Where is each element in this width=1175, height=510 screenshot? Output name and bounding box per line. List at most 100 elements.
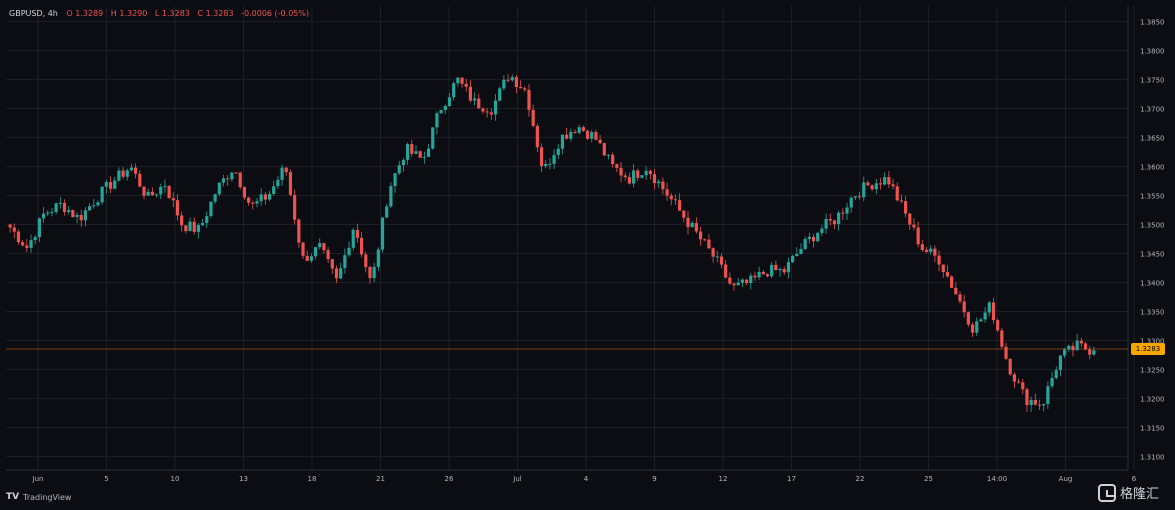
candle-body	[50, 211, 54, 213]
candle-body	[92, 205, 96, 207]
candle-body	[652, 174, 657, 184]
candle-body	[309, 256, 313, 261]
candle-body	[75, 214, 79, 217]
x-tick-label: 6	[1132, 475, 1137, 483]
candle-body	[678, 200, 682, 211]
tradingview-logo[interactable]: TV TradingView	[6, 492, 71, 502]
candle-body	[117, 170, 121, 181]
candle-body	[477, 98, 481, 109]
x-tick-label: 13	[239, 475, 248, 483]
candle-body	[1025, 389, 1029, 406]
y-tick-label: 1.3250	[1140, 366, 1165, 374]
candle-body	[1058, 355, 1063, 371]
x-tick-label: Jul	[512, 475, 522, 483]
candle-body	[820, 228, 824, 233]
x-tick-label: 4	[584, 475, 589, 483]
candle-body	[786, 262, 791, 273]
candle-body	[887, 177, 891, 185]
candle-body	[627, 177, 632, 184]
candle-body	[686, 217, 690, 228]
candle-body	[602, 143, 606, 156]
candle-body	[749, 275, 753, 284]
grid	[6, 6, 1135, 470]
candle-body	[761, 272, 765, 275]
candle-body	[25, 245, 29, 248]
candle-body	[983, 312, 987, 320]
candle-body	[113, 180, 117, 189]
candle-body	[996, 320, 1000, 331]
candle-body	[862, 182, 866, 198]
candle-body	[778, 268, 782, 271]
candle-body	[464, 83, 468, 87]
candle-body	[330, 259, 334, 269]
y-tick-label: 1.3300	[1140, 337, 1165, 345]
candle-body	[121, 170, 125, 177]
candle-body	[221, 178, 226, 183]
y-tick-label: 1.3150	[1140, 424, 1165, 432]
candle-body	[874, 183, 878, 190]
gelonghui-logo-icon	[1098, 483, 1116, 502]
candle-body	[556, 148, 560, 155]
candle-body	[569, 131, 573, 139]
candle-body	[62, 202, 67, 212]
candle-body	[552, 154, 556, 164]
candle-body	[744, 279, 749, 284]
candle-body	[615, 164, 619, 168]
candle-body	[406, 144, 410, 160]
candle-body	[205, 216, 209, 223]
candle-body	[590, 132, 594, 139]
symbol-label[interactable]: GBPUSD, 4h	[9, 9, 58, 18]
candle-body	[414, 151, 418, 154]
x-tick-label: 25	[924, 475, 933, 483]
x-tick-label: 9	[652, 475, 656, 483]
candle-body	[1083, 343, 1088, 350]
candle-body	[565, 134, 569, 139]
candle-body	[648, 170, 652, 175]
tradingview-icon: TV	[6, 492, 20, 502]
candle-body	[715, 256, 719, 258]
candle-body	[364, 254, 368, 267]
candle-body	[380, 217, 385, 250]
candle-body	[803, 239, 807, 250]
candle-body	[242, 187, 247, 198]
candle-body	[669, 195, 673, 200]
y-tick-label: 1.3650	[1140, 135, 1165, 143]
y-tick-label: 1.3850	[1140, 19, 1165, 27]
candle-body	[765, 274, 770, 277]
watermark: 格隆汇	[1098, 483, 1159, 502]
symbol-legend: GBPUSD, 4h O 1.3289 H 1.3290 L 1.3283 C …	[9, 9, 314, 18]
candle-body	[1008, 358, 1012, 375]
candle-body	[611, 154, 615, 165]
candle-body	[389, 186, 393, 207]
candle-body	[460, 77, 464, 84]
candle-body	[29, 240, 33, 248]
candle-body	[539, 147, 544, 167]
candle-body	[226, 178, 230, 180]
candle-body	[1042, 403, 1046, 406]
candle-body	[924, 249, 929, 252]
candle-body	[707, 239, 711, 249]
price-axis[interactable]: 1.3850 1.3800 1.3750 1.3700 1.3650 1.3600 1.35…	[1140, 19, 1165, 462]
candle-body	[1054, 370, 1058, 379]
candle-body	[209, 201, 213, 217]
candle-body	[853, 196, 857, 198]
candle-body	[355, 229, 360, 238]
candle-body	[447, 97, 452, 107]
candle-body	[1046, 386, 1050, 404]
time-axis[interactable]: Jun 5 10 13 18 21 26 Jul 4 9 12 17 22 25 14:00 Aug 6	[32, 475, 1137, 483]
candle-body	[1050, 378, 1054, 387]
candle-body	[841, 212, 845, 214]
high-value: H 1.3290	[110, 9, 148, 18]
candle-body	[171, 198, 175, 201]
candle-body	[510, 77, 514, 81]
candle-body	[807, 236, 811, 240]
candle-body	[878, 183, 883, 185]
candle-body	[498, 88, 502, 101]
candle-body	[196, 225, 200, 232]
y-tick-label: 1.3750	[1140, 77, 1165, 85]
candle-body	[1012, 374, 1016, 382]
candle-body	[1016, 381, 1021, 383]
candle-body	[313, 247, 318, 257]
candle-body	[560, 134, 565, 149]
